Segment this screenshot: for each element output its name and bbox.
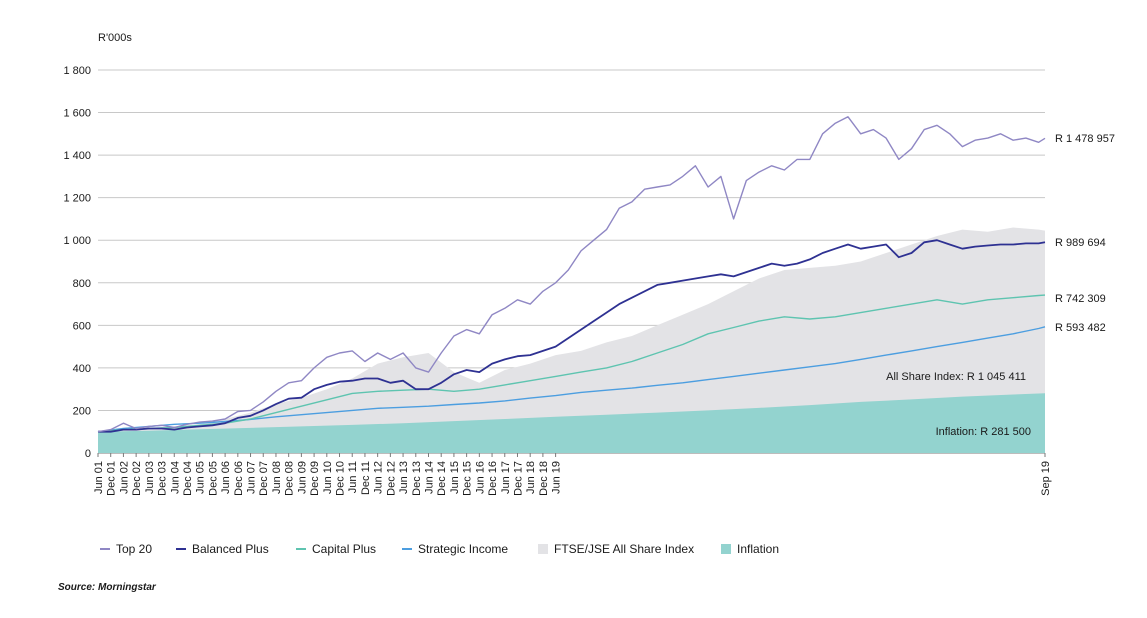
area-ftse-jse-all-share-index	[98, 227, 1045, 453]
x-tick-label: Dec 01	[106, 461, 118, 496]
legend: Top 20 Balanced Plus Capital Plus Strategic…	[100, 542, 779, 556]
y-tick-label: 1 400	[63, 150, 91, 162]
x-tick-label: Jun 10	[322, 461, 334, 494]
line-balanced-plus	[98, 239, 1046, 433]
x-tick-label: Dec 09	[309, 461, 321, 496]
x-tick-label: Jun 15	[449, 461, 461, 494]
x-tick-label: Jun 12	[373, 461, 385, 494]
legend-item-ftse-jse-all-share-index: FTSE/JSE All Share Index	[538, 542, 694, 556]
x-tick-label: Jun 19	[551, 461, 563, 494]
y-tick-label: 1 200	[63, 193, 91, 205]
end-label: R 1 478 957	[1055, 133, 1115, 145]
x-tick-label: Dec 13	[411, 461, 423, 496]
x-tick-label: Dec 14	[436, 461, 448, 496]
x-tick-label: Jun 06	[220, 461, 232, 494]
y-axis-label: R'000s	[98, 32, 132, 44]
y-tick-label: 400	[73, 363, 91, 375]
end-labels: R 1 478 957 R 989 694 R 742 309 R 593 482 Al…	[886, 133, 1115, 438]
x-tick-label: Jun 16	[474, 461, 486, 494]
x-tick-label: Dec 07	[258, 461, 270, 496]
y-tick-label: 1 600	[63, 108, 91, 120]
x-tick-label: Jun 03	[144, 461, 156, 494]
y-tick-label: 800	[73, 278, 91, 290]
x-tick-label: Jun 13	[398, 461, 410, 494]
x-tick-label: Jun 05	[195, 461, 207, 494]
x-tick-label: Dec 06	[233, 461, 245, 496]
x-tick-label: Dec 15	[462, 461, 474, 496]
y-tick-label: 1 000	[63, 235, 91, 247]
x-tick-label: Dec 17	[512, 461, 524, 496]
legend-label: FTSE/JSE All Share Index	[554, 542, 694, 556]
area-inflation	[98, 393, 1045, 453]
x-tick-label: Jun 14	[423, 461, 435, 494]
x-tick-label: Dec 12	[385, 461, 397, 496]
x-axis-ticks: Jun 01 Dec 01 Jun 02 Dec 02 Jun 03 Dec 03 Jun …	[93, 453, 1052, 496]
x-tick-label: Jun 07	[246, 461, 258, 494]
x-tick-label: Jun 02	[118, 461, 130, 494]
x-tick-label: Dec 04	[182, 461, 194, 496]
end-label: R 989 694	[1055, 237, 1106, 249]
legend-label: Top 20	[116, 542, 152, 556]
legend-swatch	[538, 544, 548, 554]
end-label: R 742 309	[1055, 293, 1106, 305]
x-tick-label: Dec 10	[335, 461, 347, 496]
legend-item-capital-plus: Capital Plus	[296, 542, 376, 556]
y-tick-label: 200	[73, 405, 91, 417]
x-tick-label: Jun 18	[525, 461, 537, 494]
source-note: Source: Morningstar	[58, 582, 157, 593]
x-tick-label: Dec 08	[284, 461, 296, 496]
legend-label: Capital Plus	[312, 542, 376, 556]
x-tick-label: Dec 16	[487, 461, 499, 496]
x-tick-label: Sep 19	[1040, 461, 1052, 496]
x-tick-label: Jun 11	[347, 461, 359, 493]
legend-swatch	[721, 544, 731, 554]
line-top-20	[97, 116, 1046, 433]
legend-label: Balanced Plus	[192, 542, 269, 556]
x-tick-label: Jun 17	[500, 461, 512, 494]
y-tick-label: 600	[73, 320, 91, 332]
line-series	[97, 116, 1046, 433]
line-strategic-income	[97, 326, 1046, 433]
inflation-label: Inflation: R 281 500	[936, 426, 1031, 438]
x-tick-label: Dec 03	[157, 461, 169, 496]
area-series	[98, 227, 1045, 453]
all-share-label: All Share Index: R 1 045 411	[886, 371, 1026, 383]
line-capital-plus	[97, 294, 1046, 433]
y-axis-ticks: 0 200 400 600 800 1 000 1 200 1 400 1 600 1 800	[63, 65, 91, 460]
x-tick-label: Jun 09	[296, 461, 308, 494]
y-tick-label: 0	[85, 448, 91, 460]
legend-item-strategic-income: Strategic Income	[402, 542, 508, 556]
y-tick-label: 1 800	[63, 65, 91, 77]
x-tick-label: Dec 11	[360, 461, 372, 495]
x-tick-label: Dec 02	[131, 461, 143, 496]
x-tick-label: Jun 08	[271, 461, 283, 494]
legend-label: Inflation	[737, 542, 779, 556]
x-tick-label: Jun 04	[169, 461, 181, 494]
legend-label: Strategic Income	[418, 542, 508, 556]
x-tick-label: Jun 01	[93, 461, 105, 494]
legend-item-balanced-plus: Balanced Plus	[176, 542, 269, 556]
legend-item-top-20: Top 20	[100, 542, 152, 556]
grid	[98, 69, 1045, 454]
legend-item-inflation: Inflation	[721, 542, 779, 556]
x-tick-label: Dec 18	[538, 461, 550, 496]
end-label: R 593 482	[1055, 322, 1106, 334]
x-tick-label: Dec 05	[207, 461, 219, 496]
